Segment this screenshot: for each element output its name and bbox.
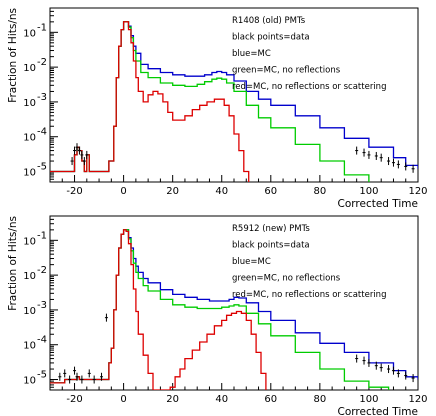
x-tick-label: 80 [313, 394, 326, 405]
x-tick-label: 20 [166, 394, 179, 405]
legend-entry: blue=MC [232, 49, 271, 59]
y-tick-exponent: -1 [37, 22, 47, 33]
plot-bottom: -20 0 20 40 60 80 100 12010-510-410-310-210-1Co… [7, 215, 428, 416]
x-tick-label: -20 [66, 394, 82, 405]
data-point [396, 160, 400, 169]
y-tick-label: 10 [23, 341, 36, 352]
x-tick-label: 40 [215, 394, 228, 405]
data-point [104, 313, 108, 322]
data-point [374, 361, 378, 370]
x-tick-label: 100 [359, 186, 378, 197]
data-point [70, 157, 74, 166]
legend-entry: black points=data [232, 33, 310, 43]
data-point [374, 151, 378, 160]
y-tick-exponent: -5 [37, 370, 47, 381]
y-tick-label: 10 [23, 28, 36, 39]
y-tick-label: 10 [23, 271, 36, 282]
x-tick-label: -20 [66, 186, 82, 197]
data-point [362, 148, 366, 157]
x-axis-title: Corrected Time [338, 406, 418, 416]
data-point [362, 356, 366, 365]
data-point [379, 153, 383, 162]
data-point [355, 146, 359, 155]
red-histogram-line [50, 229, 267, 390]
data-point [404, 162, 408, 171]
y-tick-label: 10 [23, 98, 36, 109]
y-tick-exponent: -2 [37, 57, 47, 68]
data-point [391, 366, 395, 375]
y-axis-title: Fraction of Hits/ns [7, 8, 19, 103]
y-tick-exponent: -2 [37, 265, 47, 276]
y-tick-exponent: -5 [37, 162, 47, 173]
legend-entry: blue=MC [232, 257, 271, 267]
y-tick-label: 10 [23, 168, 36, 179]
x-tick-label: 60 [264, 186, 277, 197]
plot-top: -20 0 20 40 60 80 100 12010-510-410-310-210-1Co… [7, 7, 428, 208]
y-tick-exponent: -3 [37, 300, 47, 311]
data-point [73, 146, 77, 155]
data-point [411, 374, 415, 383]
x-tick-label: 120 [408, 186, 427, 197]
legend-entry: green=MC, no reflections [232, 66, 341, 76]
y-tick-label: 10 [23, 63, 36, 74]
x-tick-label: 0 [120, 186, 126, 197]
data-point [411, 164, 415, 173]
data-point [73, 366, 77, 375]
data-point [68, 375, 72, 384]
data-point [100, 372, 104, 381]
x-tick-label: 20 [166, 186, 179, 197]
y-tick-exponent: -1 [37, 230, 47, 241]
green-histogram-line [50, 229, 390, 390]
x-tick-label: 100 [359, 394, 378, 405]
data-point [77, 146, 81, 155]
data-point [87, 369, 91, 378]
y-tick-label: 10 [23, 133, 36, 144]
data-point [80, 375, 84, 384]
legend-title: R1408 (old) PMTs [232, 16, 306, 26]
data-point [75, 372, 79, 381]
y-tick-exponent: -3 [37, 92, 47, 103]
data-point [391, 158, 395, 167]
red-histogram-line [50, 21, 250, 182]
data-point [92, 375, 96, 384]
data-point [379, 363, 383, 372]
data-point [396, 369, 400, 378]
data-point [387, 365, 391, 374]
data-point [82, 157, 86, 166]
y-tick-exponent: -4 [37, 127, 47, 138]
x-tick-label: 40 [215, 186, 228, 197]
legend-entry: black points=data [232, 241, 310, 251]
blue-histogram-line [50, 21, 418, 173]
x-axis-title: Corrected Time [338, 198, 418, 208]
y-tick-exponent: -4 [37, 335, 47, 346]
legend-entry: red=MC, no reflections or scattering [232, 82, 386, 92]
data-point [85, 150, 89, 159]
data-point [63, 369, 67, 378]
data-point [367, 150, 371, 159]
data-point [355, 354, 359, 363]
data-point [58, 372, 62, 381]
x-tick-label: 0 [120, 394, 126, 405]
legend-entry: red=MC, no reflections or scattering [232, 290, 386, 300]
y-tick-label: 10 [23, 376, 36, 387]
legend-title: R5912 (new) PMTs [232, 224, 310, 234]
y-tick-label: 10 [23, 306, 36, 317]
x-tick-label: 80 [313, 186, 326, 197]
y-tick-label: 10 [23, 236, 36, 247]
data-point [75, 143, 79, 152]
legend-entry: green=MC, no reflections [232, 274, 341, 284]
data-point [387, 157, 391, 166]
y-axis-title: Fraction of Hits/ns [7, 216, 19, 311]
data-point [80, 150, 84, 159]
x-tick-label: 60 [264, 394, 277, 405]
data-point [404, 371, 408, 380]
data-point [367, 358, 371, 367]
x-tick-label: 120 [408, 394, 427, 405]
